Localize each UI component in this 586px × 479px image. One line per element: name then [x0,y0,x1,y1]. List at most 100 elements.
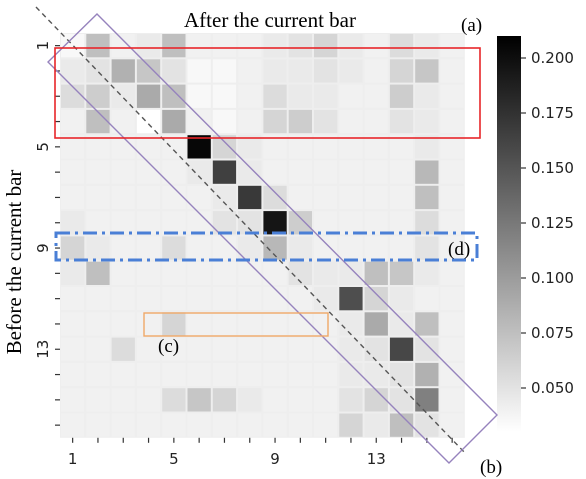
heatmap-cell [162,84,186,108]
heatmap-cell [364,135,388,159]
heatmap-cell [339,261,363,285]
heatmap-cell [162,160,186,184]
heatmap-cell [314,413,338,437]
heatmap-cell [263,109,287,134]
heatmap-cell [136,34,161,58]
heatmap-cell [136,261,161,285]
heatmap-cell [187,312,211,336]
heatmap-cell [263,135,287,159]
y-axis-ticks: 1 5 9 13 [34,41,60,426]
heatmap-cell [238,312,262,336]
heatmap-cell [339,84,363,108]
heatmap-cell [136,287,161,311]
heatmap-cell [415,185,439,210]
heatmap-cell [187,59,211,83]
colorbar-tick-label: 0.125 [531,214,574,232]
heatmap-cell [212,135,237,159]
heatmap-cell [162,413,186,437]
heatmap-cell [440,160,464,184]
heatmap-cell [86,362,110,387]
heatmap-cell [212,59,237,83]
heatmap-cell [339,413,363,437]
heatmap-cell [440,34,464,58]
heatmap-cell [61,135,85,159]
heatmap-cell [136,413,161,437]
heatmap-cell [314,312,338,336]
heatmap-cell [314,362,338,387]
heatmap-cell [288,287,312,311]
heatmap-cell [364,362,388,387]
heatmap-cell [212,388,237,412]
heatmap-cell [263,261,287,285]
y-tick-label: 5 [34,142,52,152]
heatmap-cell [364,185,388,210]
heatmap-cell [187,362,211,387]
heatmap-cell [136,160,161,184]
heatmap-cell [86,135,110,159]
heatmap-cell [238,59,262,83]
heatmap-cell [162,135,186,159]
heatmap-cell [339,109,363,134]
heatmap-cell [238,135,262,159]
heatmap-cell [314,185,338,210]
heatmap-cell [162,185,186,210]
heatmap-cell [86,261,110,285]
heatmap-cell [389,388,414,412]
heatmap-cell [61,109,85,134]
heatmap-cell [288,337,312,361]
heatmap-cell [314,236,338,260]
heatmap-cell [263,287,287,311]
heatmap-cell [440,185,464,210]
heatmap-cell [187,160,211,184]
heatmap-cell [288,185,312,210]
heatmap-cell [288,362,312,387]
heatmap-cell [263,413,287,437]
heatmap-cell [111,388,135,412]
heatmap-cell [187,236,211,260]
heatmap-cell [61,261,85,285]
heatmap-cell [162,362,186,387]
heatmap-cell [440,59,464,83]
heatmap-cell [187,109,211,134]
x-axis-ticks: 1 5 9 13 [68,437,453,468]
heatmap-cell [61,185,85,210]
heatmap-cell [314,337,338,361]
heatmap-cell [440,388,464,412]
heatmap-cell [263,388,287,412]
heatmap-cell [364,236,388,260]
heatmap-cell [61,337,85,361]
heatmap-cell [111,362,135,387]
heatmap-cell [212,211,237,235]
heatmap-cell [288,109,312,134]
colorbar-gradient [497,36,521,432]
heatmap-cell [415,84,439,108]
heatmap-cell [314,261,338,285]
heatmap-cell [61,413,85,437]
heatmap-cell [86,337,110,361]
heatmap-cell [86,312,110,336]
heatmap-cell [238,337,262,361]
heatmap-cell [389,109,414,134]
heatmap-cell [364,59,388,83]
heatmap-cell [187,84,211,108]
heatmap-cell [440,337,464,361]
heatmap-cell [440,261,464,285]
heatmap-cell [111,109,135,134]
heatmap-cell [238,413,262,437]
heatmap-cell [389,261,414,285]
heatmap-cell [440,362,464,387]
heatmap-cell [339,34,363,58]
heatmap-cell [238,236,262,260]
heatmap-cell [314,211,338,235]
heatmap-cell [415,160,439,184]
annotation-label: (b) [480,457,502,478]
annotation-a-box [54,47,481,139]
heatmap-cell [136,84,161,108]
heatmap-cell [136,211,161,235]
annotation-label: (d) [448,239,470,260]
heatmap-cell [314,109,338,134]
heatmap-cell [238,34,262,58]
heatmap-cell [288,236,312,260]
heatmap-cell [86,211,110,235]
heatmap-cell [212,362,237,387]
